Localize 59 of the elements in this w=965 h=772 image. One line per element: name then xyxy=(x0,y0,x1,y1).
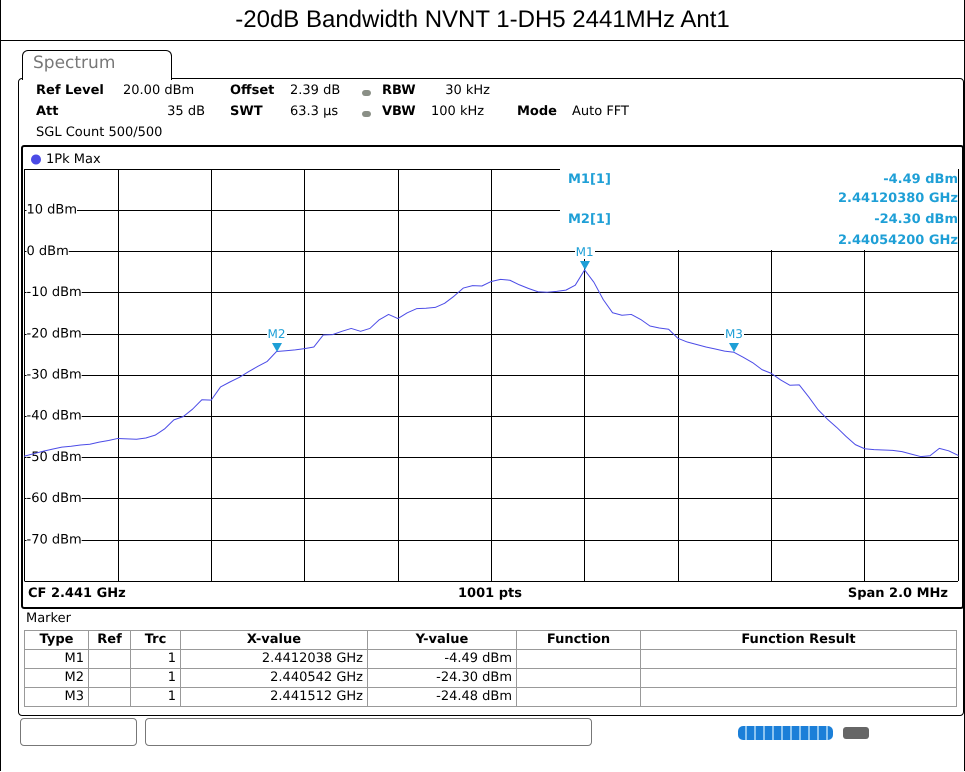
text: Type xyxy=(24,630,88,650)
text: Ref Level xyxy=(36,83,104,99)
text: 35 dB xyxy=(167,104,205,120)
chart-title: -20dB Bandwidth NVNT 1-DH5 2441MHz Ant1 xyxy=(0,0,965,41)
text: 100 kHz xyxy=(431,104,484,120)
text: 2.440542 GHz xyxy=(180,668,368,688)
text: 1 xyxy=(130,650,180,668)
text: M1 xyxy=(24,650,88,668)
text: VBW xyxy=(382,104,416,120)
annotation: 2.44054200 GHz xyxy=(838,233,958,249)
text: 1 xyxy=(130,668,180,688)
text: X-value xyxy=(180,630,368,650)
text: Ref xyxy=(88,630,130,650)
text: 2.39 dB xyxy=(290,83,340,99)
text: Trc xyxy=(130,630,180,650)
text: Mode xyxy=(517,104,557,120)
text: 2.441512 GHz xyxy=(180,688,368,706)
annotation: M2[1] xyxy=(568,212,611,228)
y-tick-label: -60 dBm xyxy=(26,491,82,506)
text: CF 2.441 GHz xyxy=(28,586,126,602)
text: 20.00 dBm xyxy=(123,83,194,99)
annotation: 2.44120380 GHz xyxy=(838,191,958,207)
text: Offset xyxy=(230,83,274,99)
text: -24.30 dBm xyxy=(368,668,516,688)
text: RBW xyxy=(382,83,416,99)
text: 1 xyxy=(130,688,180,706)
annotation: M3 xyxy=(724,327,744,342)
text: Function Result xyxy=(640,630,956,650)
text: -4.49 dBm xyxy=(368,650,516,668)
annotation: M2 xyxy=(266,326,287,341)
y-tick-label: -70 dBm xyxy=(26,532,82,548)
text: Spectrum xyxy=(22,50,172,80)
annotation: M1 xyxy=(574,244,595,259)
text: Auto FFT xyxy=(572,104,629,120)
text: 30 kHz xyxy=(445,83,490,99)
y-tick-label: 10 dBm xyxy=(26,202,78,218)
y-tick-label: -10 dBm xyxy=(26,285,82,300)
y-tick-label: 0 dBm xyxy=(26,244,69,259)
text: M3 xyxy=(24,688,88,706)
text: SWT xyxy=(230,104,263,120)
annotation: M1[1] xyxy=(568,172,611,188)
legend-label: 1Pk Max xyxy=(46,152,101,167)
text: 2.4412038 GHz xyxy=(180,650,368,668)
annotation: -24.30 dBm xyxy=(874,212,958,228)
text: Att xyxy=(36,104,58,120)
y-tick-label: -20 dBm xyxy=(26,326,82,342)
y-tick-label: -50 dBm xyxy=(26,450,82,465)
text: M2 xyxy=(24,668,88,688)
y-tick-label: -30 dBm xyxy=(26,368,82,382)
text: 1001 pts xyxy=(458,586,522,602)
y-tick-label: -40 dBm xyxy=(26,408,82,424)
text: Marker xyxy=(26,611,71,627)
text: SGL Count 500/500 xyxy=(36,125,162,141)
text: -24.48 dBm xyxy=(368,688,516,706)
text: Function xyxy=(516,630,640,650)
text: Span 2.0 MHz xyxy=(848,586,948,602)
annotation: -4.49 dBm xyxy=(883,172,958,188)
text: 63.3 µs xyxy=(290,104,338,120)
text: Y-value xyxy=(368,630,516,650)
